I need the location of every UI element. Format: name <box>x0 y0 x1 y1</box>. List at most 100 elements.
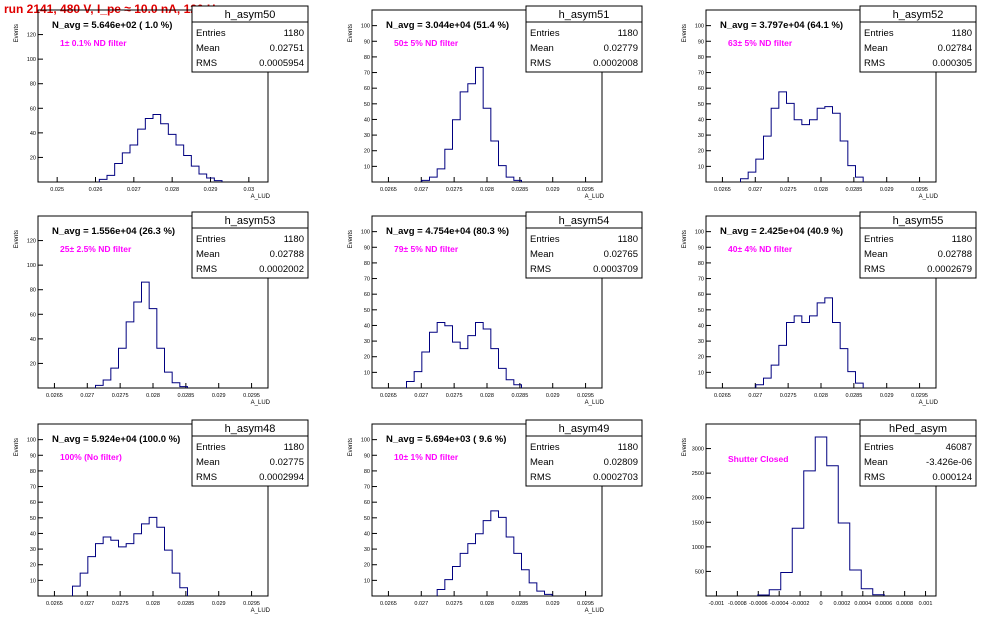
y-tick-label: 100 <box>27 57 36 63</box>
n-avg-label: N_avg = 4.754e+04 (80.3 %) <box>386 226 509 237</box>
x-tick-label: 0.0285 <box>511 187 528 193</box>
stat-value: 1180 <box>284 234 304 245</box>
x-tick-label: 0.03 <box>243 187 254 193</box>
x-tick-label: 0.0265 <box>46 393 63 399</box>
stat-label: RMS <box>530 264 551 275</box>
x-axis-title: A_LUD <box>585 608 605 614</box>
stat-label: RMS <box>196 472 217 483</box>
x-tick-label: 0.0275 <box>446 601 463 607</box>
n-avg-label: N_avg = 3.797e+04 (64.1 %) <box>720 20 843 31</box>
histogram-name: h_asym49 <box>559 423 610 435</box>
histogram-bin <box>873 595 885 596</box>
stat-label: Mean <box>530 43 554 54</box>
x-tick-label: 0.0285 <box>511 393 528 399</box>
filter-label: 1± 0.1% ND filter <box>60 38 127 48</box>
y-tick-label: 70 <box>364 485 370 491</box>
y-axis-title: Events <box>348 24 354 42</box>
y-axis-title: Events <box>14 230 20 248</box>
stat-label: Mean <box>864 249 888 260</box>
page-title: run 2141, 480 V, I_pe ≈ 10.0 nA, 120 Hz <box>4 2 222 16</box>
x-tick-label: 0.0285 <box>177 393 194 399</box>
y-tick-label: 2000 <box>692 496 704 502</box>
filter-label: 10± 1% ND filter <box>394 452 459 462</box>
x-tick-label: 0.0295 <box>577 393 594 399</box>
x-tick-label: -0.001 <box>709 601 725 607</box>
y-tick-label: 60 <box>698 86 704 92</box>
histogram-bin <box>769 590 781 596</box>
y-tick-label: 1000 <box>692 545 704 551</box>
y-tick-label: 40 <box>364 117 370 123</box>
y-tick-label: 120 <box>27 33 36 39</box>
y-tick-label: 10 <box>698 370 704 376</box>
stats-box <box>859 419 977 487</box>
stat-label: Mean <box>864 43 888 54</box>
x-tick-label: 0.027 <box>127 187 141 193</box>
stat-value: 1180 <box>284 442 304 453</box>
y-tick-label: 90 <box>364 39 370 45</box>
histogram-series <box>95 281 188 388</box>
y-tick-label: 500 <box>695 569 704 575</box>
y-tick-label: 70 <box>364 277 370 283</box>
y-tick-label: 40 <box>30 531 36 537</box>
y-tick-label: 20 <box>30 563 36 569</box>
x-tick-label: 0.0265 <box>380 393 397 399</box>
y-tick-label: 20 <box>364 149 370 155</box>
histogram-series <box>72 516 188 596</box>
x-tick-label: 0.028 <box>480 187 494 193</box>
stat-label: Entries <box>196 442 226 453</box>
y-axis-title: Events <box>682 230 688 248</box>
x-tick-label: 0.0285 <box>845 187 862 193</box>
x-tick-label: 0.026 <box>89 187 103 193</box>
x-axis-title: A_LUD <box>251 608 271 614</box>
x-tick-label: 0.028 <box>814 393 828 399</box>
x-tick-label: 0.0265 <box>380 601 397 607</box>
stat-value: 1180 <box>952 234 972 245</box>
y-tick-label: 80 <box>30 288 36 294</box>
stats-box <box>191 211 309 279</box>
stats-box <box>525 419 643 487</box>
y-tick-label: 30 <box>698 339 704 345</box>
y-tick-label: 80 <box>698 261 704 267</box>
y-tick-label: 10 <box>364 164 370 170</box>
y-tick-label: 10 <box>698 164 704 170</box>
stat-label: Entries <box>196 234 226 245</box>
stat-label: RMS <box>196 264 217 275</box>
x-tick-label: 0.029 <box>546 187 560 193</box>
stat-label: Mean <box>530 249 554 260</box>
stat-value: 0.02779 <box>604 43 638 54</box>
x-tick-label: 0.0275 <box>780 393 797 399</box>
histogram-bin <box>861 589 873 596</box>
x-tick-label: 0.0275 <box>112 393 129 399</box>
plot-frame <box>37 9 269 183</box>
stat-label: Entries <box>530 28 560 39</box>
stat-label: RMS <box>864 58 885 69</box>
x-tick-label: -0.0008 <box>728 601 747 607</box>
y-tick-label: 10 <box>364 370 370 376</box>
y-tick-label: 70 <box>698 277 704 283</box>
x-tick-label: 0.029 <box>204 187 218 193</box>
y-tick-label: 80 <box>364 469 370 475</box>
y-tick-label: 100 <box>695 230 704 236</box>
stat-value: 0.02788 <box>270 249 304 260</box>
filter-label: 63± 5% ND filter <box>728 38 793 48</box>
stat-value: 1180 <box>618 234 638 245</box>
y-tick-label: 40 <box>30 131 36 137</box>
stat-value: 0.0002994 <box>259 472 304 483</box>
y-axis-title: Events <box>682 24 688 42</box>
stat-value: 1180 <box>284 28 304 39</box>
x-tick-label: 0.028 <box>480 393 494 399</box>
stat-label: Entries <box>530 442 560 453</box>
stat-value: 0.000305 <box>932 58 972 69</box>
y-tick-label: 30 <box>30 547 36 553</box>
histogram-bin <box>850 570 862 596</box>
x-tick-label: 0.0295 <box>243 601 260 607</box>
x-tick-label: 0.001 <box>919 601 933 607</box>
histogram-series <box>98 114 223 182</box>
stat-label: RMS <box>864 264 885 275</box>
x-tick-label: -0.0002 <box>791 601 810 607</box>
y-tick-label: 80 <box>30 82 36 88</box>
y-tick-label: 20 <box>698 355 704 361</box>
x-tick-label: 0.027 <box>414 601 428 607</box>
y-tick-label: 40 <box>698 323 704 329</box>
